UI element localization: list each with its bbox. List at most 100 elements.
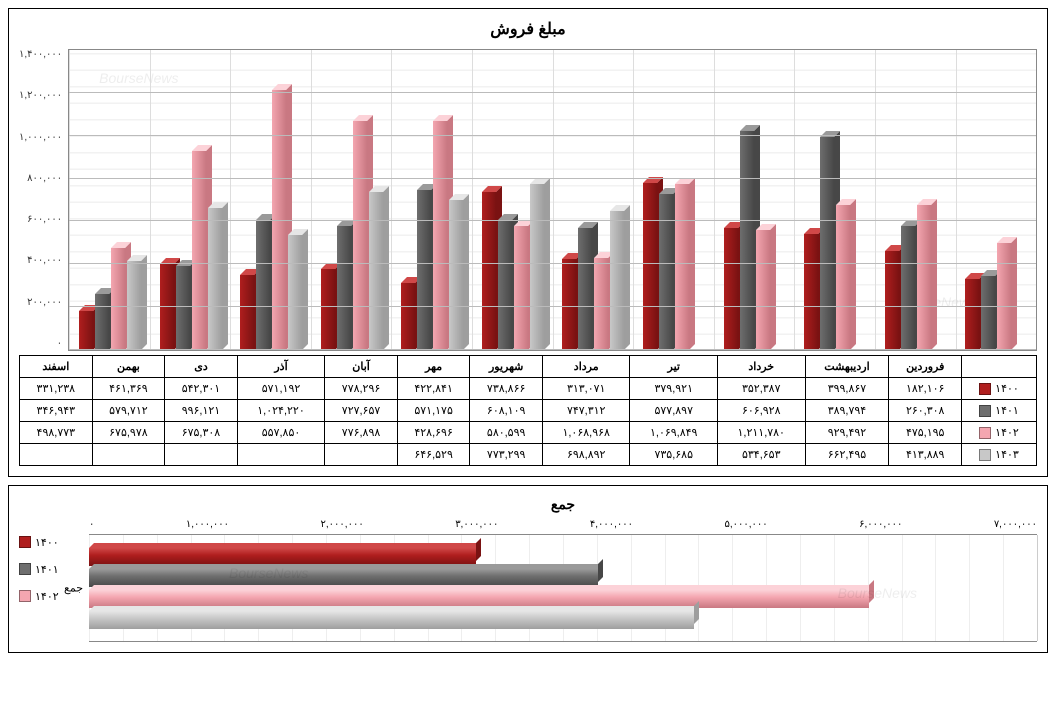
sum-x-axis: ۰۱,۰۰۰,۰۰۰۲,۰۰۰,۰۰۰۳,۰۰۰,۰۰۰۴,۰۰۰,۰۰۰۵,۰… bbox=[89, 519, 1037, 534]
bar bbox=[804, 234, 818, 350]
data-cell: ۷۷۳,۲۹۹ bbox=[470, 444, 543, 466]
bar bbox=[756, 230, 770, 350]
data-cell: ۶۹۸,۸۹۲ bbox=[542, 444, 630, 466]
month-header: بهمن bbox=[92, 356, 165, 378]
month-header: اردیبهشت bbox=[805, 356, 889, 378]
data-cell: ۳۸۹,۷۹۴ bbox=[805, 400, 889, 422]
bar bbox=[433, 121, 447, 350]
data-cell: ۲۶۰,۳۰۸ bbox=[889, 400, 962, 422]
bar bbox=[836, 205, 850, 350]
data-cell: ۳۹۹,۸۶۷ bbox=[805, 378, 889, 400]
month-group bbox=[311, 50, 392, 350]
month-group bbox=[472, 50, 553, 350]
data-cell: ۶۰۶,۹۲۸ bbox=[717, 400, 805, 422]
data-cell: ۶۶۲,۴۹۵ bbox=[805, 444, 889, 466]
x-tick-label: ۶,۰۰۰,۰۰۰ bbox=[859, 519, 902, 530]
y-tick-label: ۱,۲۰۰,۰۰۰ bbox=[19, 90, 62, 101]
sum-category-label: جمع bbox=[64, 582, 89, 595]
sum-plot-area: جمع BourseNewsBourseNews bbox=[89, 534, 1037, 642]
data-cell: ۶۴۶,۵۲۹ bbox=[397, 444, 470, 466]
data-cell: ۵۴۲,۳۰۱ bbox=[165, 378, 238, 400]
gridline bbox=[1037, 535, 1038, 641]
bar bbox=[901, 226, 915, 350]
x-tick-label: ۰ bbox=[89, 519, 94, 530]
legend-swatch bbox=[19, 536, 31, 548]
x-tick-label: ۲,۰۰۰,۰۰۰ bbox=[321, 519, 364, 530]
month-header: فروردین bbox=[889, 356, 962, 378]
legend-swatch bbox=[979, 383, 991, 395]
month-header: مهر bbox=[397, 356, 470, 378]
data-cell: ۴۱۳,۸۸۹ bbox=[889, 444, 962, 466]
bar bbox=[578, 228, 592, 350]
data-cell: ۳۴۶,۹۴۳ bbox=[20, 400, 93, 422]
sum-bar-row bbox=[89, 611, 1037, 629]
data-cell: ۹۹۶,۱۲۱ bbox=[165, 400, 238, 422]
month-group bbox=[875, 50, 956, 350]
sum-bar bbox=[89, 590, 869, 608]
data-cell: ۴۲۸,۶۹۶ bbox=[397, 422, 470, 444]
data-cell: ۵۷۱,۱۷۵ bbox=[397, 400, 470, 422]
month-header: اسفند bbox=[20, 356, 93, 378]
bar bbox=[482, 192, 496, 350]
bar bbox=[562, 259, 576, 350]
sum-chart: جمع ۰۱,۰۰۰,۰۰۰۲,۰۰۰,۰۰۰۳,۰۰۰,۰۰۰۴,۰۰۰,۰۰… bbox=[89, 496, 1037, 642]
bar bbox=[594, 258, 608, 350]
bar bbox=[724, 228, 738, 350]
data-cell: ۵۷۹,۷۱۲ bbox=[92, 400, 165, 422]
x-tick-label: ۷,۰۰۰,۰۰۰ bbox=[994, 519, 1037, 530]
series-name: ۱۴۰۰ bbox=[995, 382, 1019, 395]
sum-legend: ۱۴۰۰ ۱۴۰۱ ۱۴۰۲ bbox=[19, 496, 89, 642]
data-cell: ۶۰۸,۱۰۹ bbox=[470, 400, 543, 422]
bar bbox=[981, 276, 995, 350]
data-cell: ۱,۰۶۹,۸۴۹ bbox=[630, 422, 718, 444]
sum-legend-item: ۱۴۰۰ bbox=[19, 536, 89, 549]
data-cell: ۴۶۱,۳۶۹ bbox=[92, 378, 165, 400]
legend-swatch bbox=[19, 563, 31, 575]
gridline bbox=[69, 49, 1036, 50]
gridline bbox=[69, 306, 1036, 307]
month-header: مرداد bbox=[542, 356, 630, 378]
legend-swatch bbox=[979, 427, 991, 439]
bar bbox=[514, 226, 528, 350]
month-header: تیر bbox=[630, 356, 718, 378]
bar bbox=[337, 226, 351, 350]
series-name: ۱۴۰۰ bbox=[35, 536, 59, 549]
main-chart-panel: مبلغ فروش ۱,۴۰۰,۰۰۰۱,۲۰۰,۰۰۰۱,۰۰۰,۰۰۰۸۰۰… bbox=[8, 8, 1048, 477]
series-legend-cell: ۱۴۰۲ bbox=[962, 422, 1037, 444]
data-cell: ۴۷۵,۱۹۵ bbox=[889, 422, 962, 444]
month-group bbox=[69, 50, 150, 350]
series-legend-cell: ۱۴۰۳ bbox=[962, 444, 1037, 466]
gridline bbox=[69, 135, 1036, 136]
x-tick-label: ۵,۰۰۰,۰۰۰ bbox=[725, 519, 768, 530]
bar bbox=[610, 211, 624, 350]
x-tick-label: ۳,۰۰۰,۰۰۰ bbox=[455, 519, 498, 530]
month-group bbox=[956, 50, 1037, 350]
plot-area: BourseNews BourseNews bbox=[68, 49, 1037, 351]
sum-bar bbox=[89, 569, 598, 587]
sum-legend-item: ۱۴۰۱ bbox=[19, 563, 89, 576]
bar bbox=[369, 192, 383, 350]
y-tick-label: ۰ bbox=[57, 338, 62, 349]
legend-swatch bbox=[19, 590, 31, 602]
data-cell: ۳۱۳,۰۷۱ bbox=[542, 378, 630, 400]
y-tick-label: ۱,۴۰۰,۰۰۰ bbox=[19, 49, 62, 60]
y-tick-label: ۸۰۰,۰۰۰ bbox=[27, 173, 62, 184]
bar bbox=[288, 235, 302, 350]
bar bbox=[740, 131, 754, 350]
data-cell: ۶۷۵,۹۷۸ bbox=[92, 422, 165, 444]
month-header: دی bbox=[165, 356, 238, 378]
sum-chart-title: جمع bbox=[89, 496, 1037, 513]
data-cell bbox=[20, 444, 93, 466]
gridline bbox=[69, 220, 1036, 221]
y-tick-label: ۶۰۰,۰۰۰ bbox=[27, 214, 62, 225]
series-name: ۱۴۰۲ bbox=[35, 590, 59, 603]
data-cell: ۵۷۷,۸۹۷ bbox=[630, 400, 718, 422]
month-header: شهریور bbox=[470, 356, 543, 378]
month-group bbox=[794, 50, 875, 350]
month-group bbox=[230, 50, 311, 350]
legend-swatch bbox=[979, 405, 991, 417]
series-legend-cell: ۱۴۰۱ bbox=[962, 400, 1037, 422]
sum-bar-row bbox=[89, 569, 1037, 587]
data-cell: ۵۷۱,۱۹۲ bbox=[237, 378, 325, 400]
data-cell: ۶۷۵,۳۰۸ bbox=[165, 422, 238, 444]
